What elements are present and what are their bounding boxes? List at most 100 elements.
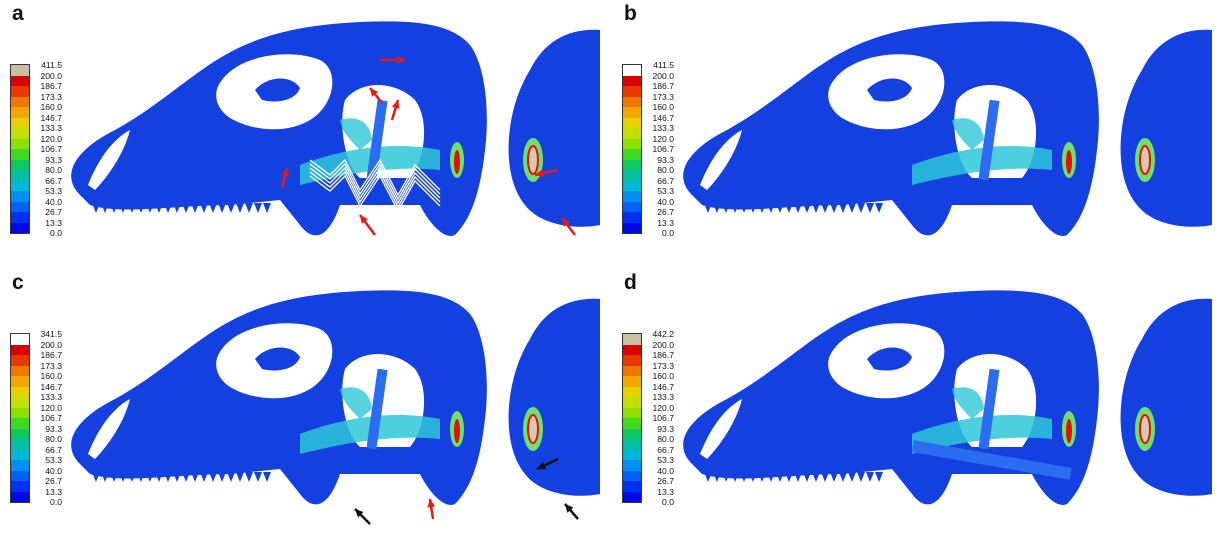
panel-b: b 411.5 200.0 186.7 173.3 160.0 146.7 133.3 12… [612, 0, 1224, 270]
legend-tick: 160.0 [40, 102, 62, 112]
stress-patch [340, 387, 372, 419]
legend-tick: 186.7 [40, 81, 62, 91]
occipital-view [1120, 29, 1212, 227]
legend-tick: 13.3 [45, 486, 62, 497]
legend-tick: 13.3 [657, 486, 674, 497]
legend-swatch [623, 75, 641, 86]
legend-tick: 106.7 [652, 413, 674, 423]
legend-colorbar [10, 333, 30, 503]
legend-tick: 80.0 [657, 165, 674, 175]
red-arrow-icon-head [535, 169, 544, 178]
legend-tick: 53.3 [45, 455, 62, 465]
legend-tick: 173.3 [40, 360, 62, 371]
legend-swatch [11, 491, 29, 502]
legend-tick: 66.7 [45, 444, 62, 455]
red-arrow-icon-head [427, 499, 436, 508]
condyle [1139, 145, 1151, 175]
legend-tick: 93.3 [657, 423, 674, 434]
nostril [88, 399, 130, 459]
legend-tick: 26.7 [45, 207, 62, 217]
legend-swatch [623, 344, 641, 355]
stress-hotspot-red [1066, 419, 1072, 443]
legend-tick: 173.3 [652, 360, 674, 371]
legend-tick: 120.0 [652, 133, 674, 144]
legend-tick: 26.7 [45, 476, 62, 486]
legend-swatch [623, 449, 641, 460]
muscle-line [309, 158, 441, 197]
legend-tick: 146.7 [652, 381, 674, 392]
legend-swatch [623, 428, 641, 439]
legend-swatch [623, 180, 641, 191]
panel-label: a [12, 2, 24, 25]
panel-a: a 411.5 200.0 186.7 173.3 160.0 146.7 133.3 12… [0, 0, 612, 270]
legend-tick: 173.3 [652, 91, 674, 102]
legend-tick: 106.7 [40, 144, 62, 154]
legend-tick: 146.7 [40, 381, 62, 392]
legend-swatch [623, 386, 641, 397]
nostril [88, 130, 130, 190]
legend-swatch [623, 355, 641, 366]
legend-swatch [11, 439, 29, 450]
legend-swatch [11, 170, 29, 181]
legend-swatch [623, 170, 641, 181]
legend-tick: 13.3 [657, 217, 674, 228]
muscle-line [309, 162, 441, 201]
legend-tick: 160.0 [40, 371, 62, 381]
legend-swatch [11, 418, 29, 429]
red-arrow-icon-head [562, 218, 571, 227]
legend-swatch [623, 86, 641, 97]
legend-swatch [623, 212, 641, 223]
legend-swatch [11, 449, 29, 460]
orbit-bone [255, 347, 300, 371]
legend-swatch [11, 481, 29, 492]
red-arrow-icon-head [360, 215, 368, 224]
stress-patch [952, 118, 984, 150]
legend-swatch [623, 159, 641, 170]
black-arrow-icon-head [355, 509, 364, 518]
legend-swatch [11, 201, 29, 212]
legend-ticks: 411.5 200.0 186.7 173.3 160.0 146.7 133.3 120.… [30, 60, 62, 239]
muscle-line [309, 166, 441, 205]
stress-legend: 341.5 200.0 186.7 173.3 160.0 146.7 133.3 120.… [10, 329, 70, 507]
legend-swatch [623, 481, 641, 492]
legend-swatch [11, 86, 29, 97]
nostril [700, 130, 742, 190]
legend-tick: 40.0 [657, 465, 674, 476]
legend-swatch-max [623, 65, 641, 76]
legend-swatch [11, 107, 29, 118]
legend-ticks: 341.5 200.0 186.7 173.3 160.0 146.7 133.3 120.… [30, 329, 62, 508]
legend-tick: 93.3 [45, 423, 62, 434]
legend-swatch [11, 212, 29, 223]
legend-swatch [623, 376, 641, 387]
legend-swatch [623, 439, 641, 450]
legend-tick: 200.0 [40, 339, 62, 350]
legend-swatch [11, 128, 29, 139]
legend-swatch [11, 222, 29, 233]
legend-swatch [623, 128, 641, 139]
legend-tick: 200.0 [652, 339, 674, 350]
legend-swatch [623, 470, 641, 481]
legend-tick: 93.3 [45, 154, 62, 165]
legend-swatch [11, 344, 29, 355]
legend-tick: 40.0 [45, 196, 62, 207]
legend-tick: 26.7 [657, 207, 674, 217]
legend-tick: 200.0 [652, 70, 674, 81]
legend-swatch [11, 149, 29, 160]
legend-swatch [11, 460, 29, 471]
legend-swatch [11, 386, 29, 397]
red-arrow-icon-head [281, 168, 289, 177]
stress-patch [952, 387, 984, 419]
jaw-bar [978, 368, 1000, 450]
legend-swatch [623, 107, 641, 118]
legend-swatch [623, 149, 641, 160]
legend-tick: 106.7 [40, 413, 62, 423]
legend-tick: 133.3 [40, 123, 62, 133]
legend-colorbar [622, 64, 642, 234]
legend-tick: 173.3 [40, 91, 62, 102]
legend-max: 341.5 [40, 329, 62, 339]
legend-swatch [11, 376, 29, 387]
legend-tick: 66.7 [45, 175, 62, 186]
legend-tick: 53.3 [657, 186, 674, 196]
legend-swatch [11, 159, 29, 170]
jaw-bar [978, 99, 1000, 181]
